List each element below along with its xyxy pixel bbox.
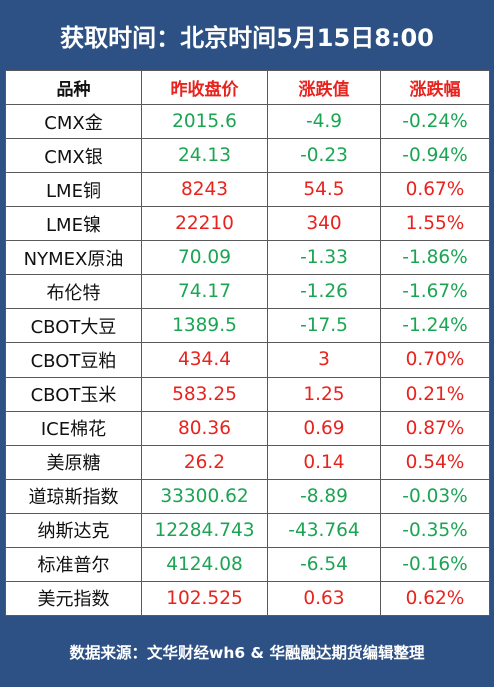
commodity-name-cell: 美原糖 xyxy=(5,444,142,480)
column-header-change: 涨跌值 xyxy=(267,70,381,105)
commodity-name-cell: CMX银 xyxy=(5,138,142,174)
change-value-cell: 3 xyxy=(267,342,381,378)
table-row: 标准普尔 4124.08 -6.54 -0.16% xyxy=(5,546,490,582)
change-pct-cell: 0.70% xyxy=(380,342,490,378)
change-value-cell: 340 xyxy=(267,206,381,242)
prev-close-cell: 26.2 xyxy=(141,444,268,480)
change-pct-cell: -1.86% xyxy=(380,240,490,276)
change-pct-cell: -0.94% xyxy=(380,138,490,174)
change-pct-cell: 0.54% xyxy=(380,444,490,480)
prev-close-cell: 24.13 xyxy=(141,138,268,174)
change-value-cell: 1.25 xyxy=(267,376,381,412)
prev-close-cell: 80.36 xyxy=(141,410,268,446)
change-pct-cell: 0.62% xyxy=(380,580,490,617)
change-pct-cell: -1.67% xyxy=(380,274,490,310)
change-pct-cell: 0.87% xyxy=(380,410,490,446)
table-row: 纳斯达克 12284.743 -43.764 -0.35% xyxy=(5,512,490,548)
column-header-prev-close: 昨收盘价 xyxy=(141,70,268,105)
change-value-cell: -43.764 xyxy=(267,512,381,548)
commodity-name-cell: CMX金 xyxy=(5,103,142,140)
prev-close-cell: 102.525 xyxy=(141,580,268,617)
table-row: LME镍 22210 340 1.55% xyxy=(5,206,490,242)
table-row: ICE棉花 80.36 0.69 0.87% xyxy=(5,410,490,446)
table-row: CMX银 24.13 -0.23 -0.94% xyxy=(5,138,490,174)
table-row: 道琼斯指数 33300.62 -8.89 -0.03% xyxy=(5,478,490,514)
table-row: NYMEX原油 70.09 -1.33 -1.86% xyxy=(5,240,490,276)
prev-close-cell: 583.25 xyxy=(141,376,268,412)
table-row: CMX金 2015.6 -4.9 -0.24% xyxy=(5,103,490,140)
change-pct-cell: -0.03% xyxy=(380,478,490,514)
change-pct-cell: 1.55% xyxy=(380,206,490,242)
column-header-variety: 品种 xyxy=(5,70,142,105)
change-value-cell: 0.69 xyxy=(267,410,381,446)
change-pct-cell: -0.24% xyxy=(380,103,490,140)
commodity-name-cell: 道琼斯指数 xyxy=(5,478,142,514)
table-row: 美元指数 102.525 0.63 0.62% xyxy=(5,580,490,617)
prev-close-cell: 2015.6 xyxy=(141,103,268,140)
table-header-row: 品种 昨收盘价 涨跌值 涨跌幅 xyxy=(5,70,490,105)
table-row: CBOT豆粕 434.4 3 0.70% xyxy=(5,342,490,378)
commodity-name-cell: 纳斯达克 xyxy=(5,512,142,548)
table-row: 布伦特 74.17 -1.26 -1.67% xyxy=(5,274,490,310)
source-footer: 数据来源：文华财经wh6 & 华融融达期货编辑整理 xyxy=(69,643,425,662)
page-title: 获取时间：北京时间5月15日8:00 xyxy=(60,23,434,52)
commodity-name-cell: 标准普尔 xyxy=(5,546,142,582)
change-pct-cell: 0.67% xyxy=(380,172,490,208)
change-value-cell: -1.33 xyxy=(267,240,381,276)
change-value-cell: 0.14 xyxy=(267,444,381,480)
table-row: 美原糖 26.2 0.14 0.54% xyxy=(5,444,490,480)
table-row: CBOT大豆 1389.5 -17.5 -1.24% xyxy=(5,308,490,344)
change-pct-cell: -1.24% xyxy=(380,308,490,344)
change-pct-cell: -0.35% xyxy=(380,512,490,548)
quote-table: 品种 昨收盘价 涨跌值 涨跌幅 CMX金 2015.6 -4.9 -0.24% CMX银… xyxy=(5,70,490,617)
commodity-name-cell: LME镍 xyxy=(5,206,142,242)
prev-close-cell: 33300.62 xyxy=(141,478,268,514)
prev-close-cell: 8243 xyxy=(141,172,268,208)
prev-close-cell: 12284.743 xyxy=(141,512,268,548)
commodity-name-cell: CBOT大豆 xyxy=(5,308,142,344)
prev-close-cell: 74.17 xyxy=(141,274,268,310)
column-header-change-pct: 涨跌幅 xyxy=(380,70,490,105)
prev-close-cell: 1389.5 xyxy=(141,308,268,344)
commodity-name-cell: LME铜 xyxy=(5,172,142,208)
change-value-cell: -6.54 xyxy=(267,546,381,582)
commodity-name-cell: CBOT玉米 xyxy=(5,376,142,412)
change-value-cell: 0.63 xyxy=(267,580,381,617)
commodity-name-cell: ICE棉花 xyxy=(5,410,142,446)
prev-close-cell: 70.09 xyxy=(141,240,268,276)
change-pct-cell: -0.16% xyxy=(380,546,490,582)
change-value-cell: -1.26 xyxy=(267,274,381,310)
commodity-name-cell: 美元指数 xyxy=(5,580,142,617)
commodity-name-cell: CBOT豆粕 xyxy=(5,342,142,378)
commodity-name-cell: NYMEX原油 xyxy=(5,240,142,276)
table-row: LME铜 8243 54.5 0.67% xyxy=(5,172,490,208)
change-value-cell: -17.5 xyxy=(267,308,381,344)
change-value-cell: -0.23 xyxy=(267,138,381,174)
prev-close-cell: 434.4 xyxy=(141,342,268,378)
table-row: CBOT玉米 583.25 1.25 0.21% xyxy=(5,376,490,412)
change-value-cell: -8.89 xyxy=(267,478,381,514)
commodity-name-cell: 布伦特 xyxy=(5,274,142,310)
prev-close-cell: 22210 xyxy=(141,206,268,242)
change-value-cell: -4.9 xyxy=(267,103,381,140)
prev-close-cell: 4124.08 xyxy=(141,546,268,582)
change-value-cell: 54.5 xyxy=(267,172,381,208)
change-pct-cell: 0.21% xyxy=(380,376,490,412)
